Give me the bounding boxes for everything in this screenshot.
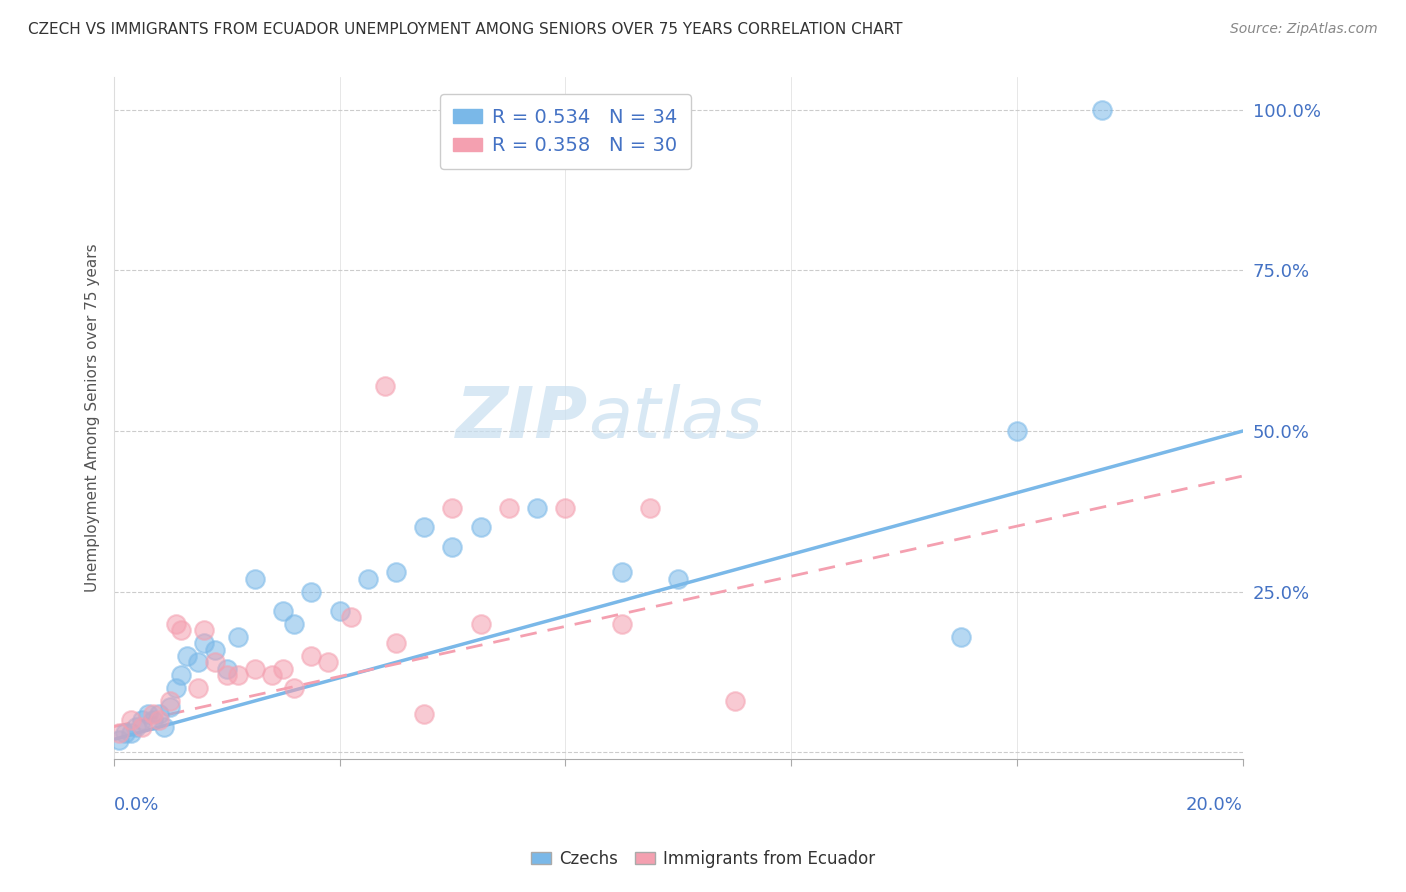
Point [949, 630, 972, 644]
Point [176, 648, 198, 663]
Point [226, 668, 249, 682]
Point [243, 662, 266, 676]
Point [159, 700, 181, 714]
Point [357, 572, 380, 586]
Text: 0.0%: 0.0% [114, 797, 159, 814]
Point [470, 520, 492, 534]
Point [610, 616, 633, 631]
Point [316, 656, 339, 670]
Point [148, 713, 170, 727]
Point [339, 610, 361, 624]
Point [170, 624, 193, 638]
Point [125, 720, 148, 734]
Point [638, 501, 661, 516]
Point [131, 713, 153, 727]
Point [142, 713, 165, 727]
Text: ZIP: ZIP [456, 384, 588, 452]
Point [136, 706, 159, 721]
Point [153, 720, 176, 734]
Point [108, 732, 131, 747]
Legend: Czechs, Immigrants from Ecuador: Czechs, Immigrants from Ecuador [524, 844, 882, 875]
Point [299, 648, 322, 663]
Text: Source: ZipAtlas.com: Source: ZipAtlas.com [1230, 22, 1378, 37]
Point [554, 501, 576, 516]
Point [204, 656, 226, 670]
Point [413, 706, 436, 721]
Point [724, 694, 747, 708]
Point [385, 636, 408, 650]
Point [226, 630, 249, 644]
Point [187, 681, 209, 695]
Point [283, 616, 305, 631]
Point [108, 726, 131, 740]
Point [666, 572, 689, 586]
Point [385, 566, 408, 580]
Point [187, 656, 209, 670]
Point [271, 604, 294, 618]
Point [1091, 103, 1114, 117]
Point [148, 706, 170, 721]
Point [170, 668, 193, 682]
Point [441, 540, 464, 554]
Point [271, 662, 294, 676]
Point [413, 520, 436, 534]
Point [470, 616, 492, 631]
Point [526, 501, 548, 516]
Point [120, 726, 142, 740]
Point [193, 624, 215, 638]
Point [131, 720, 153, 734]
Point [215, 662, 238, 676]
Point [204, 642, 226, 657]
Text: 20.0%: 20.0% [1187, 797, 1243, 814]
Point [114, 726, 136, 740]
Point [193, 636, 215, 650]
Point [120, 713, 142, 727]
Point [328, 604, 350, 618]
Point [498, 501, 520, 516]
Text: CZECH VS IMMIGRANTS FROM ECUADOR UNEMPLOYMENT AMONG SENIORS OVER 75 YEARS CORREL: CZECH VS IMMIGRANTS FROM ECUADOR UNEMPLO… [28, 22, 903, 37]
Point [1005, 424, 1028, 438]
Point [441, 501, 464, 516]
Point [215, 668, 238, 682]
Point [165, 681, 187, 695]
Point [142, 706, 165, 721]
Point [299, 584, 322, 599]
Legend: R = 0.534   N = 34, R = 0.358   N = 30: R = 0.534 N = 34, R = 0.358 N = 30 [440, 94, 692, 169]
Point [165, 616, 187, 631]
Point [243, 572, 266, 586]
Y-axis label: Unemployment Among Seniors over 75 years: Unemployment Among Seniors over 75 years [86, 244, 100, 592]
Text: atlas: atlas [588, 384, 762, 452]
Point [374, 379, 396, 393]
Point [283, 681, 305, 695]
Point [159, 694, 181, 708]
Point [260, 668, 283, 682]
Point [610, 566, 633, 580]
